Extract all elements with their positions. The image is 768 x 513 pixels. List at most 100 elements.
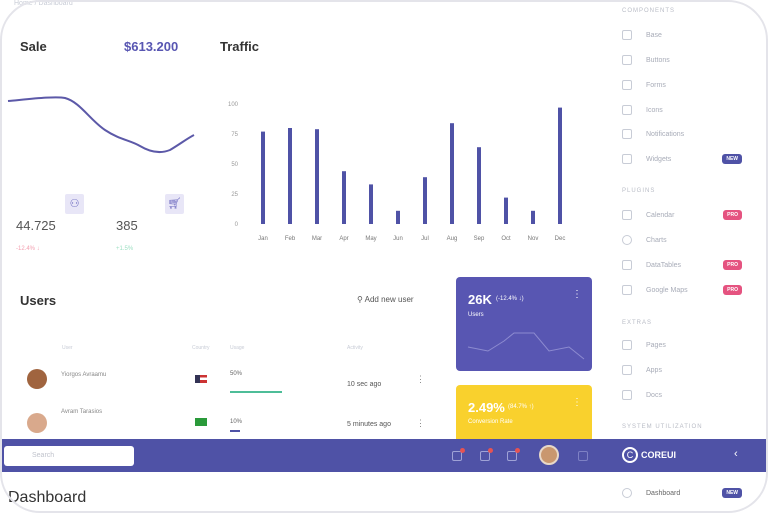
add-user-button[interactable]: ⚲ Add new user [357, 295, 414, 304]
sale-line-chart [7, 96, 195, 154]
section-title: COMPONENTS [622, 8, 676, 14]
x-tick-label: Aug [447, 236, 458, 242]
star-icon [622, 340, 632, 350]
flag-br-icon [195, 418, 207, 426]
sidebar: COMPONENTS Base Buttons Forms Icons Noti… [600, 0, 768, 513]
speedometer-icon [622, 488, 632, 498]
col-usage: Usage [230, 345, 245, 351]
tasks-icon[interactable] [480, 448, 493, 461]
y-tick-label: 100 [228, 102, 239, 108]
section-title: PLUGINS [622, 188, 656, 194]
users-widget: 26K (-12.4% ↓) Users ⋮ [456, 277, 592, 371]
header: Search [0, 439, 600, 472]
activity: 5 minutes ago [347, 421, 391, 428]
bar [315, 129, 319, 224]
cart-icon: 🛒︎ [165, 194, 184, 214]
sidebar-item-buttons[interactable]: Buttons [622, 53, 742, 67]
messages-icon[interactable] [507, 448, 520, 461]
sidebar-item-docs[interactable]: Docs [622, 388, 742, 402]
section-title: SYSTEM UTILIZATION [622, 424, 703, 430]
add-user-label: Add new user [364, 295, 414, 304]
more-icon[interactable]: ⋮ [416, 418, 425, 428]
activity: 10 sec ago [347, 381, 382, 388]
sidebar-item-datatables[interactable]: DataTables PRO [622, 258, 742, 272]
bar [531, 210, 535, 224]
sidebar-item-widgets[interactable]: Widgets NEW [622, 152, 742, 166]
notifications-icon[interactable] [452, 448, 465, 461]
usage-bar [230, 391, 282, 393]
sidebar-item-forms[interactable]: Forms [622, 78, 742, 92]
sidebar-item-notifications[interactable]: Notifications [622, 127, 742, 141]
avatar [27, 369, 47, 389]
sidebar-item-apps[interactable]: Apps [622, 363, 742, 377]
x-tick-label: Oct [501, 236, 511, 242]
x-tick-label: Mar [312, 236, 322, 242]
sidebar-item-google-maps[interactable]: Google Maps PRO [622, 283, 742, 297]
breadcrumb: Home / Dashboard [14, 0, 73, 7]
pro-badge: PRO [723, 285, 742, 295]
sidebar-item-charts[interactable]: Charts [622, 233, 742, 247]
cursor-icon [622, 55, 632, 65]
search-input[interactable]: Search [4, 446, 134, 466]
traffic-title: Traffic [220, 39, 260, 54]
y-tick-label: 50 [231, 162, 238, 168]
widget-line-chart [467, 332, 585, 360]
add-user-icon: ⚲ [357, 295, 363, 304]
new-badge: NEW [722, 488, 742, 498]
bar [342, 171, 346, 224]
sidebar-item-icons[interactable]: Icons [622, 103, 742, 117]
spreadsheet-icon [622, 260, 632, 270]
breadcrumb-home[interactable]: Home [14, 0, 33, 7]
user-name: Avram Tarasios [61, 409, 103, 415]
bar [504, 197, 508, 224]
sale-amount: $613.200 [124, 39, 179, 54]
widget-value: 26K [468, 292, 492, 307]
bar [369, 184, 373, 224]
widget-change: (84.7% ↑) [508, 404, 534, 410]
sidebar-item-base[interactable]: Base [622, 28, 742, 42]
users-title: Users [20, 293, 57, 308]
col-activity: Activity [347, 345, 363, 351]
coreui-logo-icon: C [622, 447, 638, 463]
y-tick-label: 25 [231, 192, 238, 198]
sidebar-item-pages[interactable]: Pages [622, 338, 742, 352]
bar [558, 107, 562, 224]
more-icon[interactable]: ⋮ [416, 374, 425, 384]
col-user: User [62, 345, 73, 351]
user-avatar[interactable] [539, 445, 559, 465]
brand-name: COREUI [641, 450, 677, 460]
bar [450, 123, 454, 224]
page-title: Dashboard [8, 489, 87, 506]
x-tick-label: Sep [474, 236, 485, 242]
traffic-bar-chart: 0 25 50 75 100 Jan Feb Mar Apr May Jun Jul Aug Sep Oct… [228, 102, 566, 242]
calendar-icon [622, 210, 632, 220]
col-country: Country [192, 345, 210, 351]
conversion-widget: 2.49% (84.7% ↑) Conversion Rate ⋮ [456, 385, 592, 445]
widget-label: Conversion Rate [468, 419, 513, 425]
sidebar-brand: C COREUI ‹ [600, 439, 768, 472]
widget-menu-icon[interactable]: ⋮ [572, 397, 582, 408]
y-tick-label: 0 [235, 222, 239, 228]
x-tick-label: Jun [393, 236, 403, 242]
sidebar-item-dashboard[interactable]: Dashboard NEW [622, 486, 742, 500]
x-tick-label: Nov [528, 236, 539, 242]
x-tick-label: Jul [421, 236, 429, 242]
bar [288, 128, 292, 224]
x-tick-label: May [365, 236, 376, 242]
users-icon: ⚇ [65, 194, 84, 214]
bell-icon [622, 129, 632, 139]
description-icon [622, 390, 632, 400]
bar [396, 210, 400, 224]
y-tick-label: 75 [231, 132, 238, 138]
aside-toggle-icon[interactable] [578, 451, 588, 461]
new-badge: NEW [722, 154, 742, 164]
widget-label: Users [468, 312, 484, 318]
widget-value: 2.49% [468, 400, 505, 415]
sidebar-item-calendar[interactable]: Calendar PRO [622, 208, 742, 222]
breadcrumb-current: Dashboard [38, 0, 73, 7]
x-tick-label: Jan [258, 236, 268, 242]
sale-title: Sale [20, 39, 47, 54]
sidebar-collapse-icon[interactable]: ‹ [734, 448, 738, 460]
x-tick-label: Dec [555, 236, 566, 242]
widget-menu-icon[interactable]: ⋮ [572, 289, 582, 300]
